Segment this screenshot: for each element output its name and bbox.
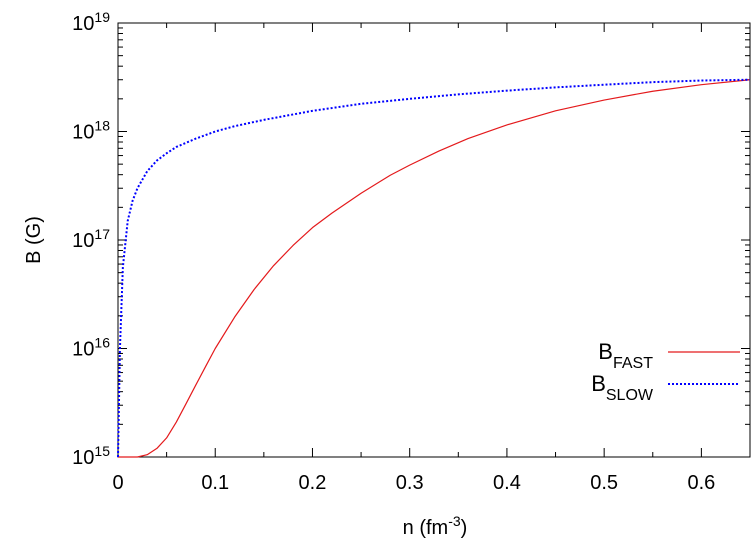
y-tick-label: 1017 bbox=[72, 226, 110, 252]
x-tick-label: 0.3 bbox=[396, 472, 424, 494]
legend-label-slow: BSLOW bbox=[591, 371, 654, 404]
plot-frame bbox=[117, 22, 751, 458]
series-line-fast bbox=[118, 79, 751, 458]
x-axis-label: n (fm-3) bbox=[403, 513, 468, 539]
x-tick-label: 0.4 bbox=[493, 472, 521, 494]
plot-border bbox=[117, 22, 751, 458]
series-lines bbox=[117, 78, 751, 458]
x-tick-label: 0.6 bbox=[687, 472, 715, 494]
x-tick-label: 0.1 bbox=[201, 472, 229, 494]
x-tick-labels: 0 0.1 0.2 0.3 0.4 0.5 0.6 bbox=[112, 472, 715, 494]
y-tick-label: 1019 bbox=[72, 9, 110, 35]
y-tick-label: 1015 bbox=[72, 443, 110, 469]
x-tick-label: 0.2 bbox=[299, 472, 327, 494]
x-tick-label: 0 bbox=[112, 472, 123, 494]
legend-label-fast: BFAST bbox=[598, 339, 653, 372]
x-tick-label: 0.5 bbox=[590, 472, 618, 494]
y-tick-labels: 1015 1016 1017 1018 1019 bbox=[72, 9, 110, 469]
y-tick-label: 1016 bbox=[72, 335, 110, 361]
series-line-slow bbox=[117, 78, 751, 458]
y-tick-label: 1018 bbox=[72, 118, 110, 144]
y-axis-label: B (G) bbox=[23, 216, 45, 264]
axis-ticks bbox=[117, 22, 751, 458]
